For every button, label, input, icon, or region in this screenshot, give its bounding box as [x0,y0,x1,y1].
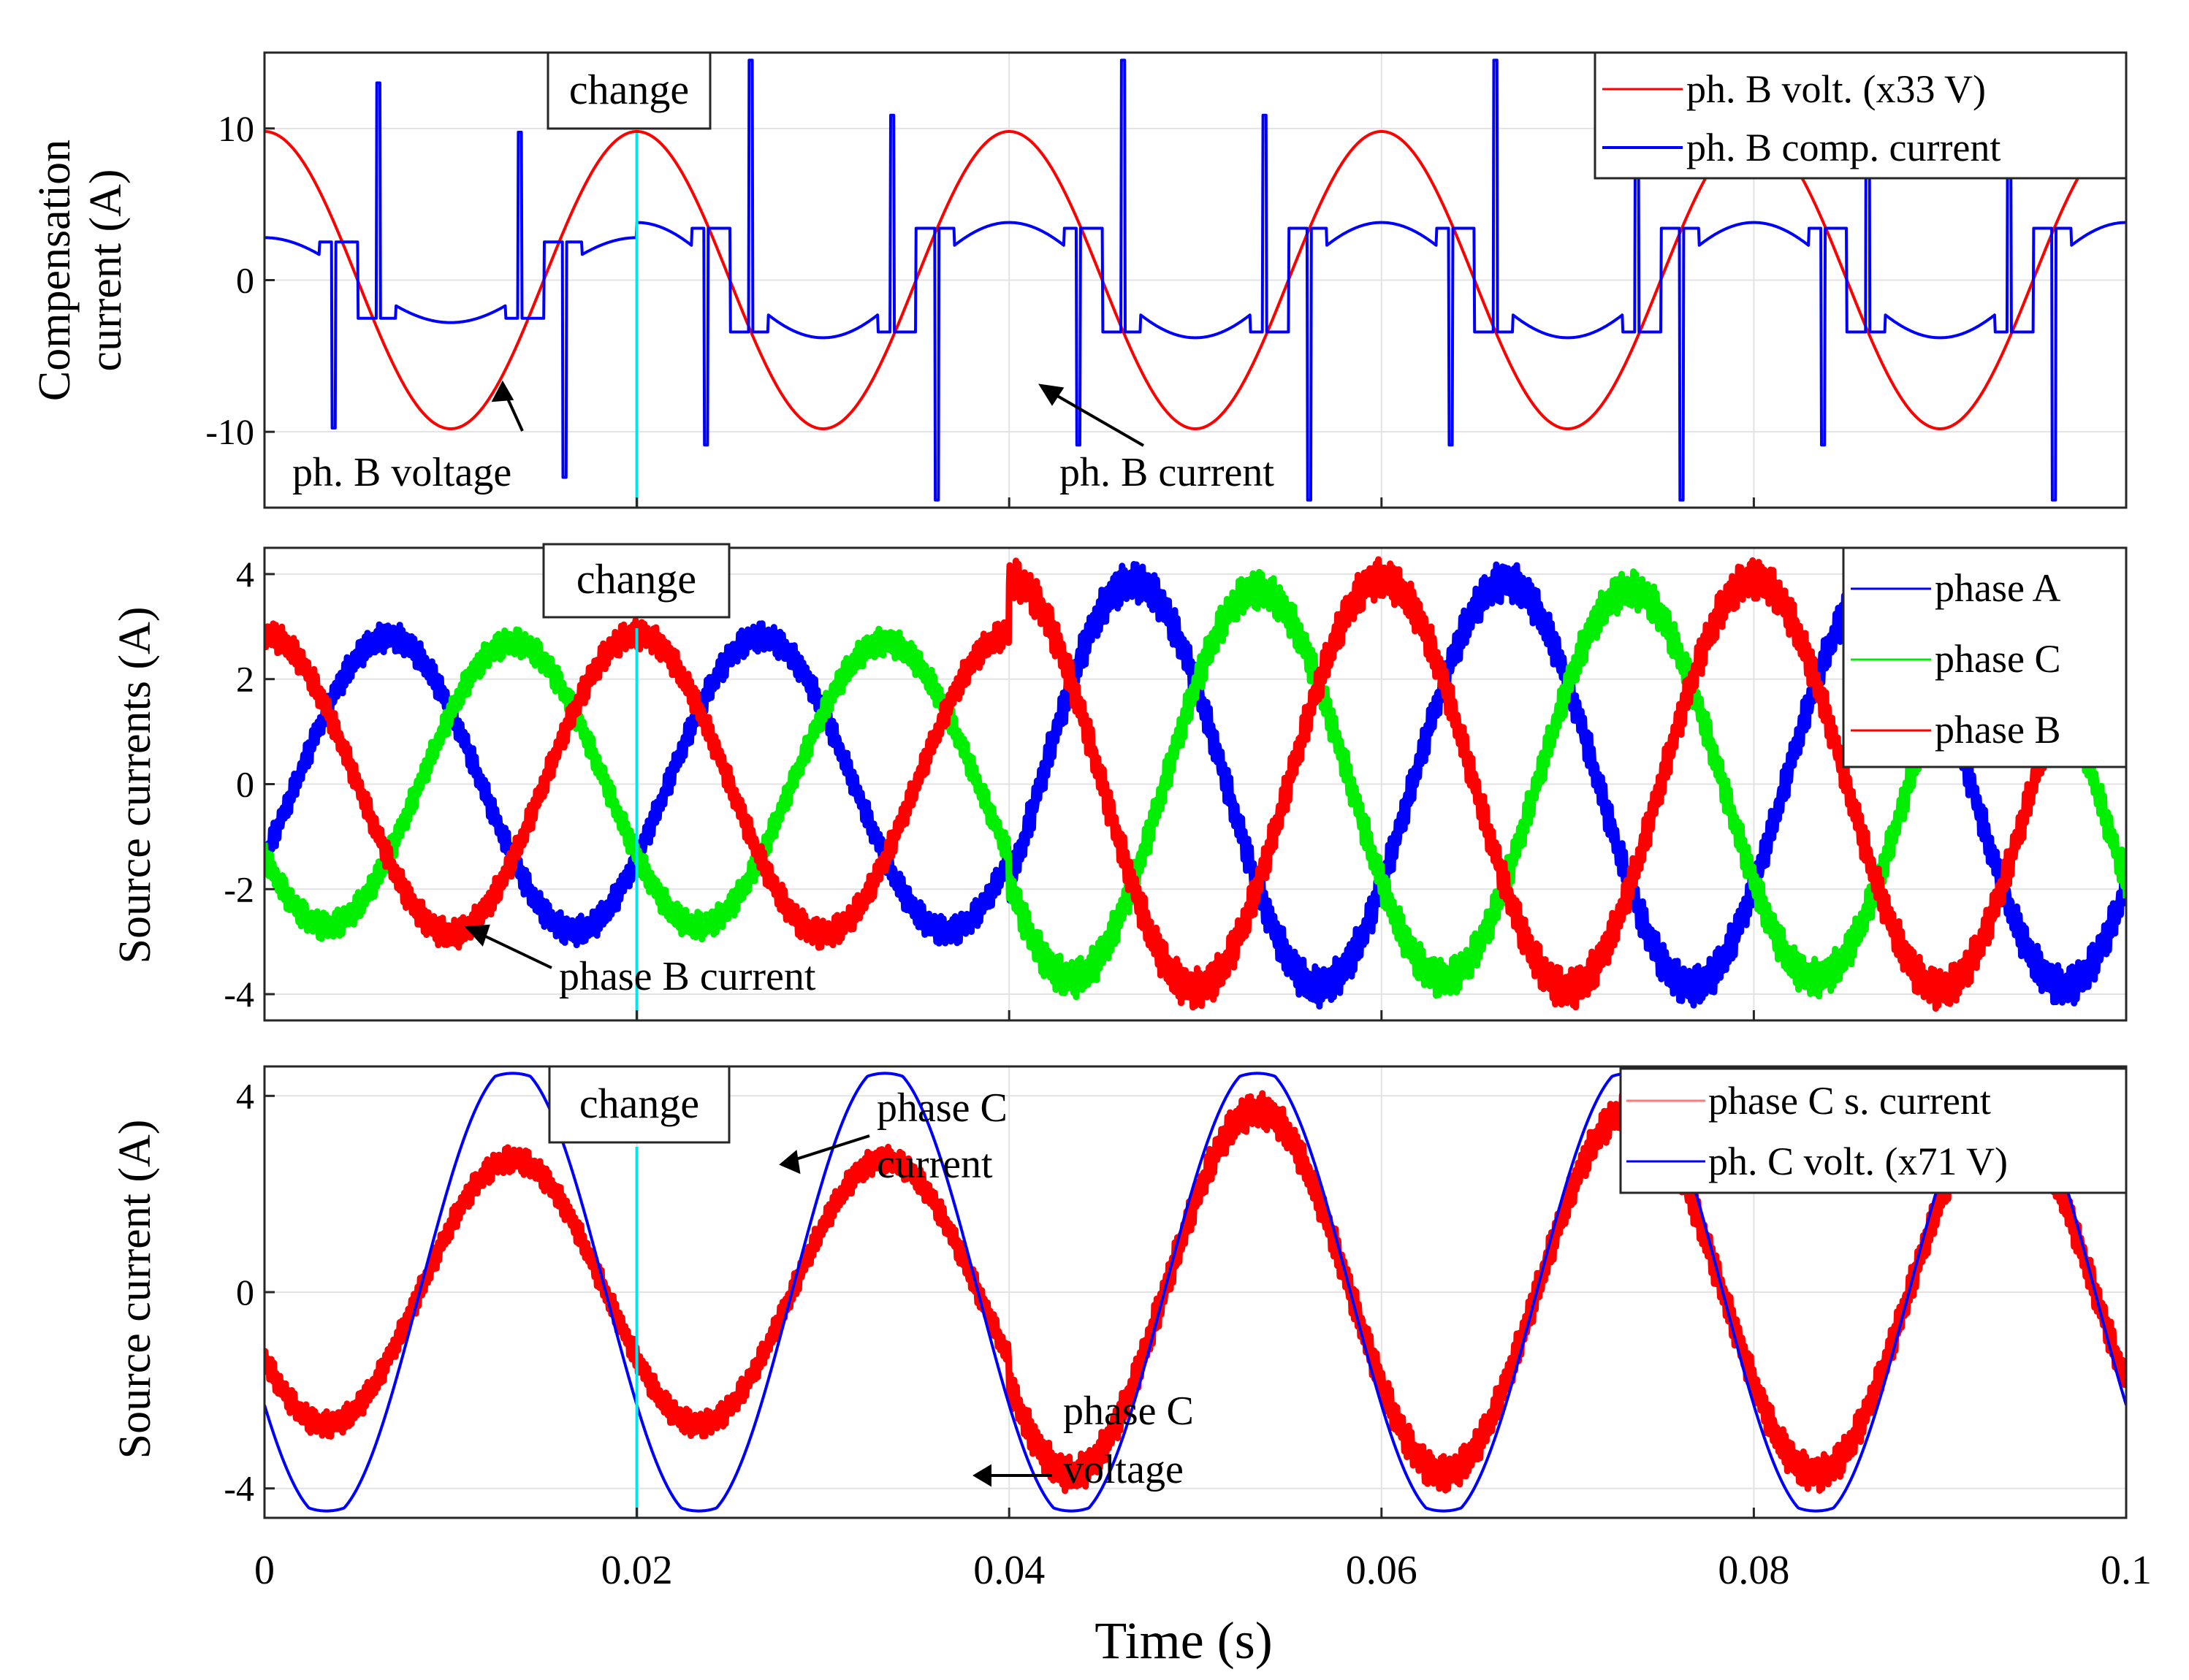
series-line-phase-b [264,556,2126,1012]
y-tick-label: 10 [218,108,254,149]
series-line-ph-b-volt-x33-v- [264,130,2126,430]
change-label: change [576,555,696,603]
x-tick-label: 0.02 [601,1548,673,1593]
arrowhead [1038,383,1065,406]
x-tick-label: 0 [254,1548,275,1593]
annotation-phase-c-current-l1: phase C [877,1085,1008,1131]
annotation-ph-b-current: ph. B current [1059,450,1274,495]
annotation-phase-c-voltage-l1: phase C [1063,1389,1194,1434]
legend-item-phase-a: phase A [1935,566,2060,610]
legend-compensation: ph. B volt. (x33 V) ph. B comp. current [1594,51,2128,180]
legend-item-phase-c: phase C [1935,637,2060,681]
change-label-box-1: change [542,543,731,619]
y-axis-label-compensation-line2: current (A) [81,169,131,371]
annotation-phase-c-current-l2: current [877,1142,993,1187]
annotation-phase-b-current: phase B current [559,954,816,999]
legend-item-ph-b-comp-current: ph. B comp. current [1686,126,2000,169]
change-label: change [569,66,689,113]
arrowhead [491,380,514,402]
series-group [264,1072,2126,1513]
change-label: change [579,1080,699,1127]
series-line-phase-c-s-current [264,1090,2126,1494]
y-axis-label-source-currents: Source currents (A) [110,607,160,964]
y-tick-label: -4 [224,974,254,1015]
legend-phase-c: phase C s. current ph. C volt. (x71 V) [1619,1067,2128,1194]
arrow-phase-b-current [474,930,552,969]
legend-item-ph-c-volt: ph. C volt. (x71 V) [1708,1139,2008,1183]
series-group [264,556,2126,1012]
legend-item-phase-b: phase B [1935,708,2060,752]
annotation-phase-c-voltage-l2: voltage [1063,1447,1184,1492]
y-tick-label: 0 [236,1272,254,1313]
plot-frame [263,51,2128,509]
y-tick-label: -10 [205,411,254,452]
series-group [264,58,2126,502]
plot-frame [263,546,2128,1022]
annotation-ph-b-voltage: ph. B voltage [292,450,511,495]
y-tick-label: 0 [236,260,254,301]
y-tick-label: -4 [224,1468,254,1509]
x-tick-label: 0.06 [1346,1548,1417,1593]
arrowhead [972,1464,991,1487]
x-tick-label: 0.08 [1718,1548,1789,1593]
y-tick-label: -2 [224,868,254,909]
y-tick-label: 4 [236,554,254,595]
series-line-ph-c-volt-x71-v- [264,1072,2126,1513]
arrowhead [464,924,490,947]
arrow-ph-b-current [1048,389,1144,447]
legend-box [1594,51,2128,180]
change-label-box-2: change [548,1065,731,1144]
legend-box [1619,1067,2128,1194]
legend-source-currents: phase A phase C phase B [1842,546,2128,768]
legend-item-ph-b-volt: ph. B volt. (x33 V) [1686,67,1986,111]
y-tick-label: 4 [236,1075,254,1116]
x-tick-label: 0.1 [2101,1548,2152,1593]
x-axis-label: Time (s) [1094,1611,1272,1670]
y-tick-label: 2 [236,659,254,700]
plot-frame [263,1065,2128,1519]
annotation-arrows [464,380,1144,1487]
change-label-box-0: change [547,51,712,130]
x-tick-label: 0.04 [973,1548,1045,1593]
series-line-ph-b-comp-current [264,58,2126,502]
y-axis-label-source-current: Source current (A) [110,1120,160,1459]
y-tick-label: 0 [236,764,254,805]
arrow-phase-c-current [788,1134,870,1163]
source-currents-panel: -4 -2 0 2 4 [224,546,2128,1022]
y-axis-label-compensation-line1: Compensation [30,140,80,401]
legend-item-phase-c-s-current: phase C s. current [1708,1079,1991,1123]
arrowhead [779,1150,801,1175]
